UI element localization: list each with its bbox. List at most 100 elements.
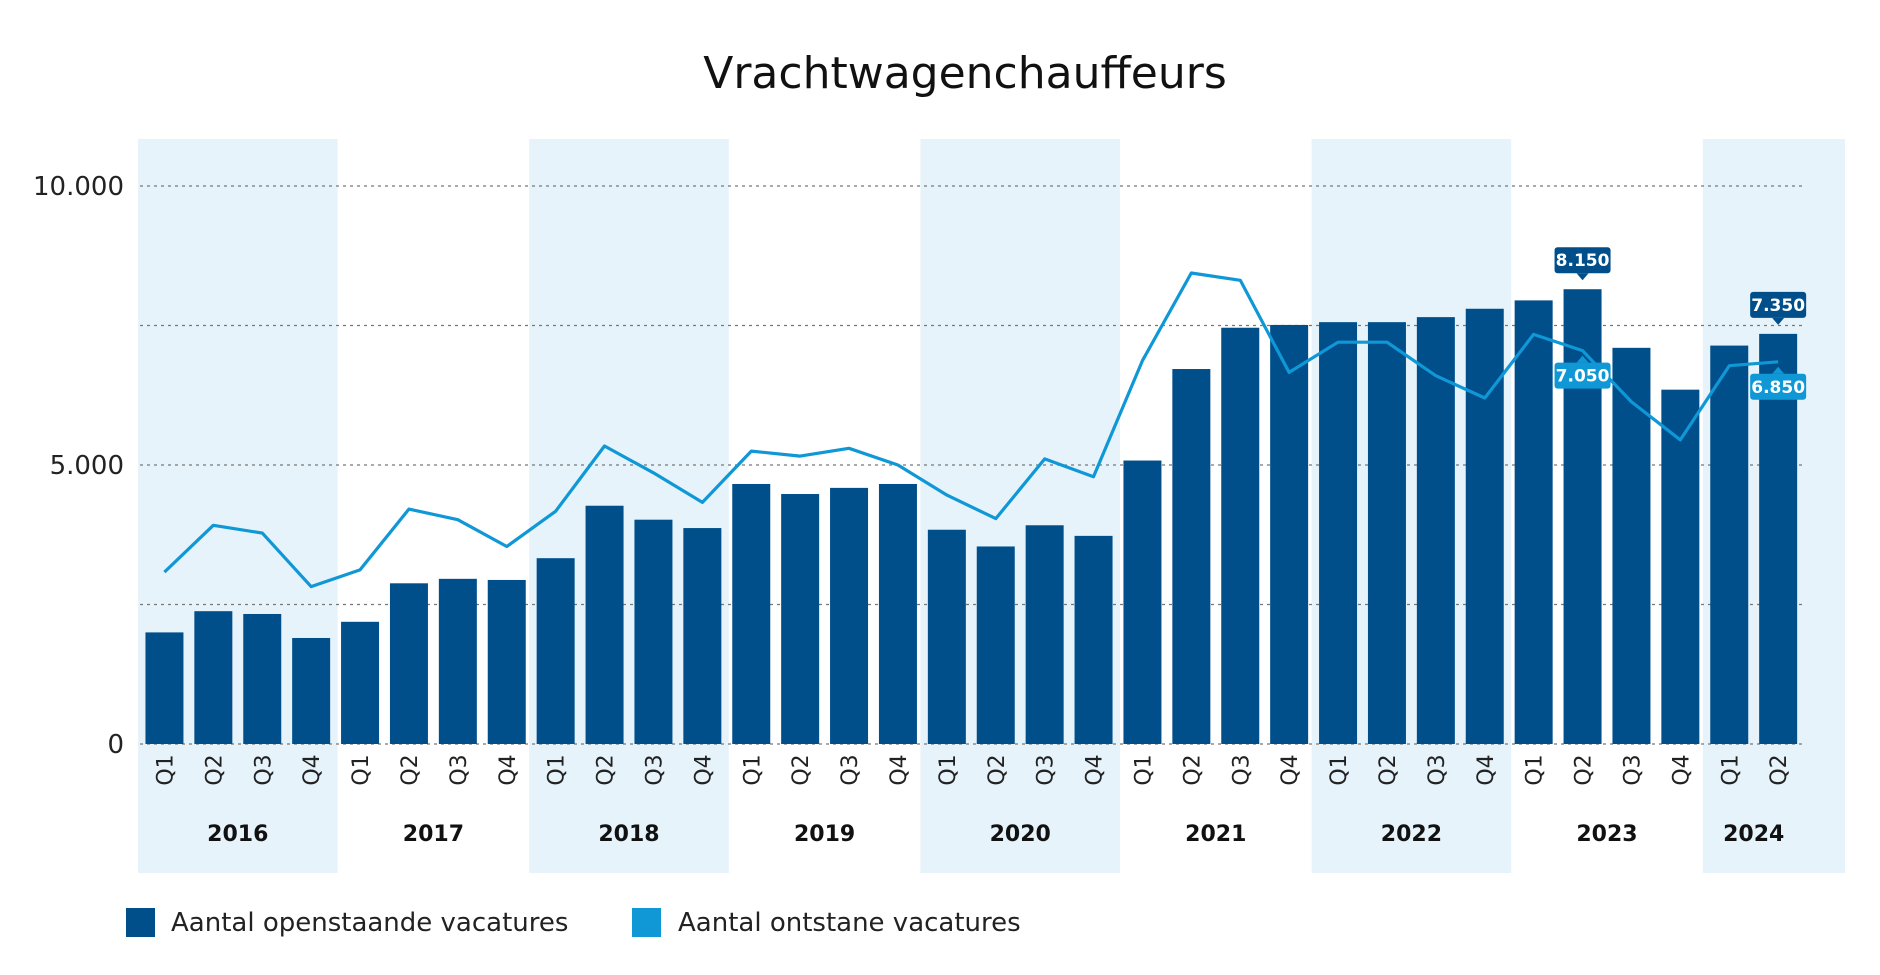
bar bbox=[1074, 535, 1113, 744]
x-tick-label: Q4 bbox=[1278, 754, 1303, 785]
bar bbox=[1514, 300, 1553, 744]
x-tick-label: Q2 bbox=[789, 754, 814, 785]
x-tick-label: Q4 bbox=[1474, 754, 1499, 785]
chart-title: Vrachtwagenchauffeurs bbox=[703, 48, 1227, 99]
bar bbox=[1172, 369, 1211, 744]
callout-pointer bbox=[1772, 317, 1785, 325]
x-tick-label: Q4 bbox=[887, 754, 912, 785]
bar bbox=[878, 483, 917, 744]
callout-label: 6.850 bbox=[1751, 378, 1805, 398]
year-label: 2024 bbox=[1723, 822, 1784, 847]
x-tick-label: Q1 bbox=[349, 754, 374, 785]
callout: 6.850 bbox=[1750, 366, 1807, 400]
legend-swatch-ontstane bbox=[632, 908, 661, 937]
x-tick-label: Q3 bbox=[251, 754, 276, 785]
bar bbox=[487, 579, 526, 744]
callout-box bbox=[1750, 291, 1807, 318]
x-tick-label: Q1 bbox=[740, 754, 765, 785]
x-tick-label: Q1 bbox=[1131, 754, 1156, 785]
bar bbox=[927, 529, 966, 744]
x-tick-label: Q2 bbox=[1376, 754, 1401, 785]
legend-label-ontstane: Aantal ontstane vacatures bbox=[678, 908, 1021, 938]
legend-label-openstaande: Aantal openstaande vacatures bbox=[171, 908, 568, 938]
bar bbox=[1759, 333, 1798, 744]
year-label: 2019 bbox=[794, 822, 855, 847]
bar bbox=[781, 494, 820, 744]
x-tick-label: Q3 bbox=[1034, 754, 1059, 785]
bar bbox=[1123, 460, 1162, 744]
x-tick-label: Q3 bbox=[1620, 754, 1645, 785]
bar bbox=[732, 483, 771, 744]
x-tick-label: Q3 bbox=[1425, 754, 1450, 785]
x-tick-label: Q1 bbox=[1718, 754, 1743, 785]
bar bbox=[389, 583, 428, 744]
callout-label: 7.050 bbox=[1556, 367, 1610, 387]
y-axis-ticks: 0 5.000 10.000 bbox=[33, 172, 124, 760]
series-line bbox=[163, 271, 1779, 589]
callout: 8.150 bbox=[1554, 247, 1611, 281]
year-band-2018 bbox=[529, 139, 729, 873]
bar bbox=[634, 519, 673, 744]
bar bbox=[1465, 308, 1504, 744]
x-tick-label: Q1 bbox=[936, 754, 961, 785]
x-tick-label: Q4 bbox=[496, 754, 521, 785]
year-label: 2022 bbox=[1381, 822, 1442, 847]
legend: Aantal openstaande vacatures Aantal onts… bbox=[126, 908, 1021, 938]
x-tick-label: Q4 bbox=[691, 754, 716, 785]
year-label: 2016 bbox=[207, 822, 268, 847]
bar bbox=[1661, 389, 1700, 744]
x-tick-label: Q1 bbox=[1327, 754, 1352, 785]
bar bbox=[194, 611, 233, 744]
y-tick-label: 5.000 bbox=[50, 451, 124, 481]
bar bbox=[341, 621, 380, 744]
bar bbox=[145, 632, 184, 744]
year-label: 2023 bbox=[1576, 822, 1637, 847]
bar bbox=[1416, 317, 1455, 744]
callout-pointer bbox=[1772, 366, 1785, 374]
bar bbox=[438, 578, 477, 744]
bar bbox=[1025, 525, 1064, 744]
x-tick-label: Q1 bbox=[545, 754, 570, 785]
data-callouts: 8.150 7.350 7.050 6.850 bbox=[1554, 247, 1807, 400]
x-tick-label: Q2 bbox=[202, 754, 227, 785]
callout-label: 7.350 bbox=[1751, 296, 1805, 316]
x-tick-label: Q4 bbox=[1083, 754, 1108, 785]
year-labels: 2016 2017 2018 2019 2020 2021 2022 2023 2024 bbox=[207, 822, 1784, 847]
year-band-2020 bbox=[920, 139, 1120, 873]
callout-pointer bbox=[1576, 273, 1589, 281]
x-tick-label: Q1 bbox=[1523, 754, 1548, 785]
callout-pointer bbox=[1576, 355, 1589, 363]
year-label: 2017 bbox=[403, 822, 464, 847]
bar bbox=[292, 637, 331, 744]
bar bbox=[536, 558, 575, 744]
year-label: 2020 bbox=[990, 822, 1051, 847]
callout-box bbox=[1750, 373, 1807, 400]
bar bbox=[976, 546, 1015, 744]
year-band-2016 bbox=[138, 139, 338, 873]
x-tick-label: Q2 bbox=[594, 754, 619, 785]
callout: 7.350 bbox=[1750, 291, 1807, 325]
x-tick-label: Q3 bbox=[447, 754, 472, 785]
bar bbox=[1270, 324, 1309, 744]
x-tick-label: Q2 bbox=[985, 754, 1010, 785]
x-tick-label: Q2 bbox=[1767, 754, 1792, 785]
bar bbox=[243, 613, 282, 744]
bar bbox=[1319, 322, 1358, 744]
x-tick-label: Q3 bbox=[838, 754, 863, 785]
legend-swatch-openstaande bbox=[126, 908, 155, 937]
year-label: 2021 bbox=[1185, 822, 1246, 847]
year-label: 2018 bbox=[598, 822, 659, 847]
y-tick-label: 0 bbox=[107, 730, 124, 760]
bar bbox=[1612, 347, 1651, 744]
callout-box bbox=[1554, 362, 1611, 389]
bar bbox=[585, 505, 624, 744]
x-tick-label: Q2 bbox=[398, 754, 423, 785]
bar bbox=[1710, 345, 1749, 744]
bar bbox=[1221, 327, 1260, 744]
bar bbox=[1367, 322, 1406, 744]
bar bbox=[683, 528, 722, 744]
x-tick-label: Q4 bbox=[1669, 754, 1694, 785]
callout-label: 8.150 bbox=[1556, 251, 1610, 271]
bar-series bbox=[145, 289, 1798, 744]
